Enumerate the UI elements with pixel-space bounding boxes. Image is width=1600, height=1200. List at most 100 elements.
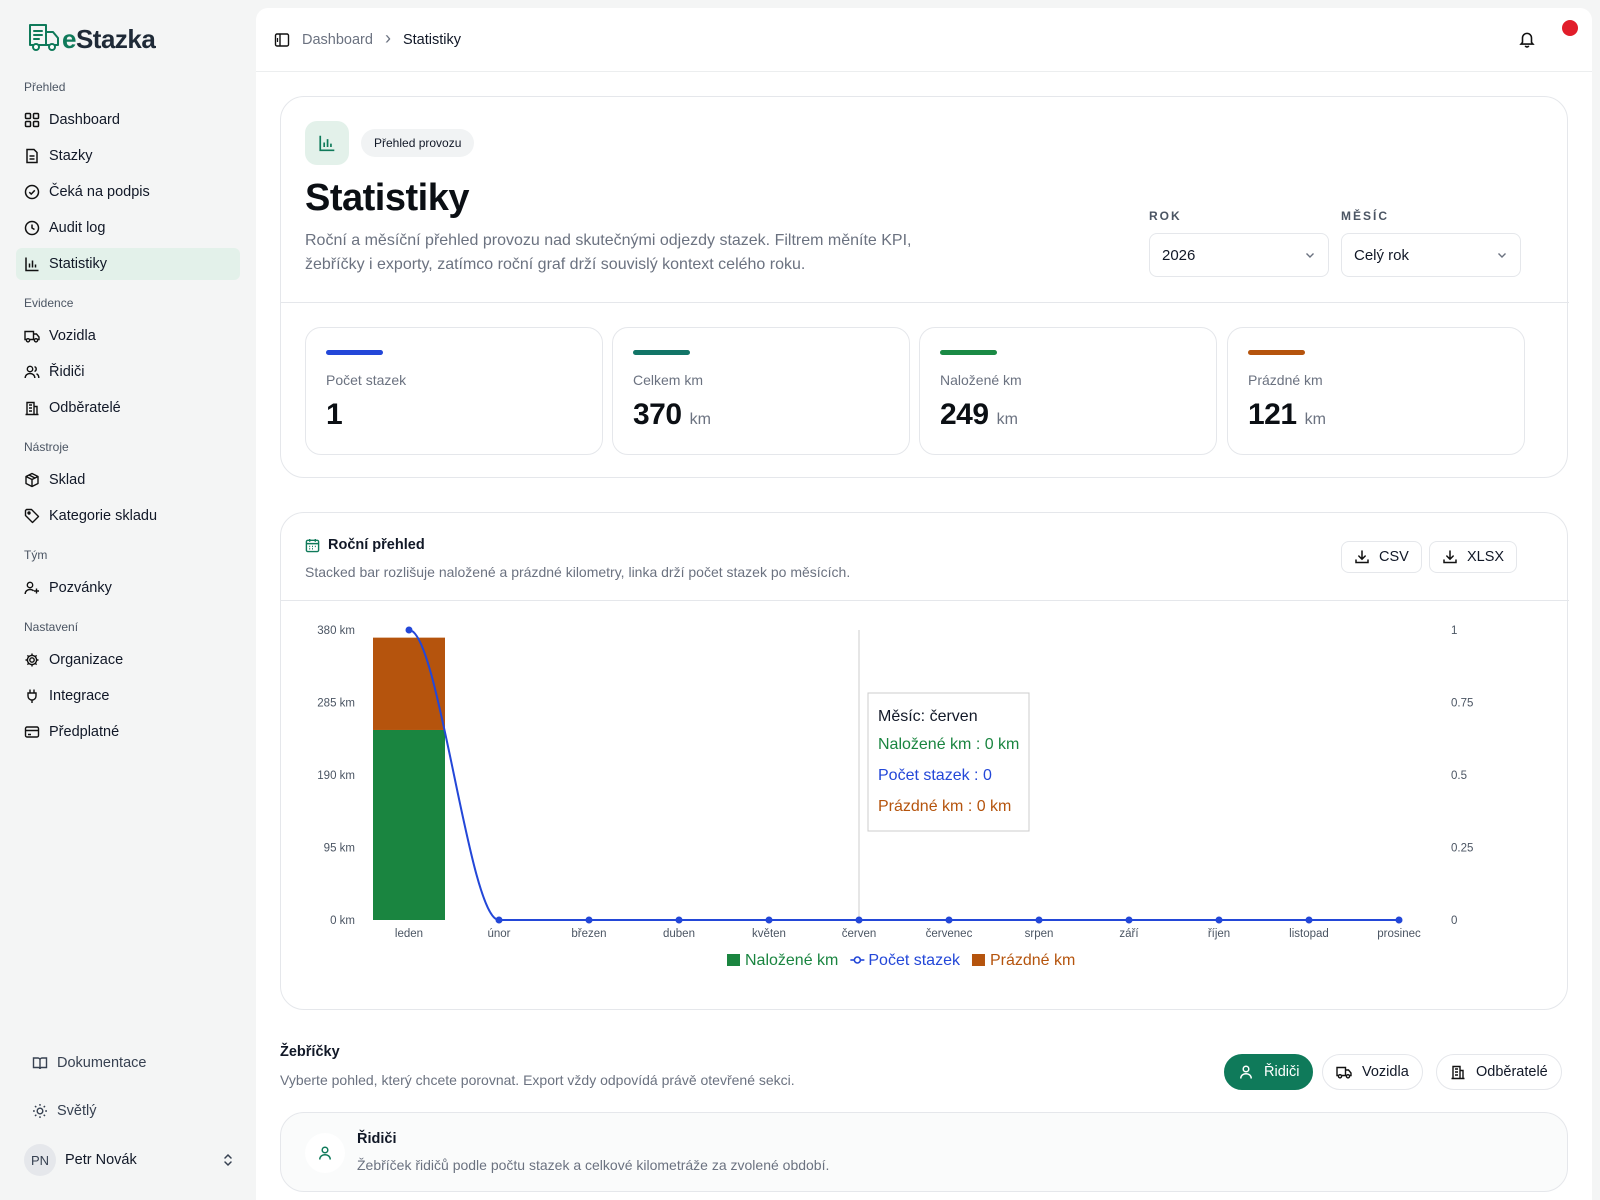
sidebar-item-label: Předplatné xyxy=(49,724,120,740)
user-icon xyxy=(1240,1065,1252,1079)
overview-pill: Přehled provozu xyxy=(361,129,475,157)
download-icon xyxy=(1355,550,1369,564)
point-pocet-stazek xyxy=(1395,916,1403,924)
sidebar-item-label: Vozidla xyxy=(49,328,96,344)
year-select[interactable]: 2026 xyxy=(1149,233,1329,277)
x-tick-label: červen xyxy=(842,928,877,940)
tooltip-line: Prázdné km : 0 km xyxy=(878,798,1011,815)
nav-group-prehled: Přehled xyxy=(24,80,66,94)
sidebar-item-audit-log[interactable]: Audit log xyxy=(16,212,240,244)
sidebar-item-label: Stazky xyxy=(49,148,93,164)
sidebar-item-label: Integrace xyxy=(49,688,110,704)
user-menu[interactable]: PN Petr Novák xyxy=(24,1144,234,1176)
kpi-accent xyxy=(1248,350,1305,355)
point-pocet-stazek xyxy=(765,916,773,924)
stats-hero-card: Přehled provozu Statistiky Roční a měsíč… xyxy=(280,96,1569,478)
sidebar-item-ridici[interactable]: Řidiči xyxy=(16,356,240,388)
sidebar-item-ceka-na-podpis[interactable]: Čeká na podpis xyxy=(16,176,240,208)
legend-label: Počet stazek xyxy=(868,952,961,969)
sidebar-item-label: Čeká na podpis xyxy=(49,184,150,200)
bell-icon[interactable] xyxy=(1518,30,1536,48)
calendar-icon xyxy=(305,538,320,552)
kpi-label: Prázdné km xyxy=(1248,372,1323,388)
tab-ridici[interactable]: Řidiči xyxy=(1224,1054,1314,1090)
chart-card-description: Stacked bar rozlišuje naložené a prázdné… xyxy=(305,564,851,580)
tab-odberatele[interactable]: Odběratelé xyxy=(1436,1054,1562,1090)
book-icon xyxy=(32,1057,48,1070)
breadcrumb-dashboard[interactable]: Dashboard xyxy=(302,31,373,48)
rankings-description: Vyberte pohled, který chcete porovnat. E… xyxy=(280,1072,795,1088)
theme-toggle[interactable]: Světlý xyxy=(32,1103,97,1119)
sidebar-item-label: Řidiči xyxy=(49,364,85,380)
legend-label: Prázdné km xyxy=(990,952,1075,969)
sidebar-item-vozidla[interactable]: Vozidla xyxy=(16,320,240,352)
point-pocet-stazek xyxy=(1215,916,1223,924)
app-name: eStazka xyxy=(62,24,156,54)
x-tick-label: září xyxy=(1119,928,1139,940)
nav-group-tym: Tým xyxy=(24,548,48,562)
point-pocet-stazek xyxy=(675,916,683,924)
kpi-value: 1 xyxy=(326,398,343,431)
rankings-title: Žebříčky xyxy=(280,1044,340,1060)
building-icon xyxy=(25,401,39,416)
sidebar-item-label: Kategorie skladu xyxy=(49,508,158,524)
sidebar-item-label: Audit log xyxy=(49,220,106,236)
sidebar-item-organizace[interactable]: Organizace xyxy=(16,644,240,676)
legend-swatch-marker xyxy=(853,956,862,964)
x-tick-label: říjen xyxy=(1208,928,1230,940)
x-tick-label: duben xyxy=(663,928,695,940)
annual-chart[interactable]: 0 km 95 km 190 km 285 km 380 km 0 0.25 0.5 0.75 1… xyxy=(281,513,1569,1011)
bar-chart-icon xyxy=(25,257,39,272)
sidebar-item-stazky[interactable]: Stazky xyxy=(16,140,240,172)
sidebar: eStazka Přehled Dashboard Stazky Čeká na… xyxy=(0,0,256,1200)
section-description: Žebříček řidičů podle počtu stazek a cel… xyxy=(357,1157,830,1173)
sidebar-item-statistiky[interactable]: Statistiky xyxy=(16,248,240,280)
x-tick-label: březen xyxy=(571,928,606,940)
user-name: Petr Novák xyxy=(65,1152,137,1168)
kpi-value: 249 km xyxy=(940,398,1018,431)
notification-badge xyxy=(1562,20,1578,36)
tooltip-line: Naložené km : 0 km xyxy=(878,736,1019,753)
breadcrumb-separator: › xyxy=(384,28,391,48)
export-xlsx-button[interactable]: XLSX xyxy=(1429,541,1518,573)
truck-icon xyxy=(24,330,40,343)
sidebar-toggle-icon[interactable] xyxy=(274,32,290,48)
sidebar-item-odberatele[interactable]: Odběratelé xyxy=(16,392,240,424)
kpi-card-nalozene-km: Naložené km 249 km xyxy=(919,327,1217,455)
legend-label: Naložené km xyxy=(745,952,838,969)
chevron-up-down-icon xyxy=(224,1153,232,1167)
sidebar-item-dashboard[interactable]: Dashboard xyxy=(16,104,240,136)
sidebar-item-pozvanky[interactable]: Pozvánky xyxy=(16,572,240,604)
box-icon xyxy=(25,472,39,488)
export-csv-button[interactable]: CSV xyxy=(1341,541,1422,573)
sidebar-item-integrace[interactable]: Integrace xyxy=(16,680,240,712)
top-bar: Dashboard › Statistiky xyxy=(256,8,1592,72)
y-right-tick-label: 0.75 xyxy=(1451,698,1473,710)
bar-chart-icon xyxy=(305,121,349,165)
annual-overview-card: Roční přehled Stacked bar rozlišuje nalo… xyxy=(280,512,1569,1011)
x-tick-label: květen xyxy=(752,928,786,940)
tab-vozidla[interactable]: Vozidla xyxy=(1322,1054,1423,1090)
y-right-tick-label: 0.25 xyxy=(1451,843,1473,855)
kpi-card-celkem-km: Celkem km 370 km xyxy=(612,327,910,455)
app-logo[interactable]: eStazka xyxy=(28,22,156,57)
breadcrumb-current: Statistiky xyxy=(402,31,461,48)
grid-icon xyxy=(24,112,40,128)
sidebar-item-predplatne[interactable]: Předplatné xyxy=(16,716,240,748)
kpi-accent xyxy=(940,350,997,355)
sidebar-item-kategorie-skladu[interactable]: Kategorie skladu xyxy=(16,500,240,532)
section-title: Řidiči xyxy=(357,1131,397,1147)
x-tick-label: listopad xyxy=(1289,928,1329,940)
sidebar-item-sklad[interactable]: Sklad xyxy=(16,464,240,496)
month-select[interactable]: Celý rok xyxy=(1341,233,1521,277)
documentation-link[interactable]: Dokumentace xyxy=(32,1055,146,1071)
kpi-card-prazdne-km: Prázdné km 121 km xyxy=(1227,327,1525,455)
truck-icon xyxy=(1336,1066,1352,1079)
clock-icon xyxy=(24,220,40,236)
sidebar-item-label: Sklad xyxy=(49,472,86,488)
user-plus-icon xyxy=(24,581,39,595)
y-right-tick-label: 0.5 xyxy=(1451,770,1467,782)
kpi-label: Celkem km xyxy=(633,372,704,388)
kpi-label: Naložené km xyxy=(940,372,1022,388)
month-label: MĚSÍC xyxy=(1341,209,1390,223)
